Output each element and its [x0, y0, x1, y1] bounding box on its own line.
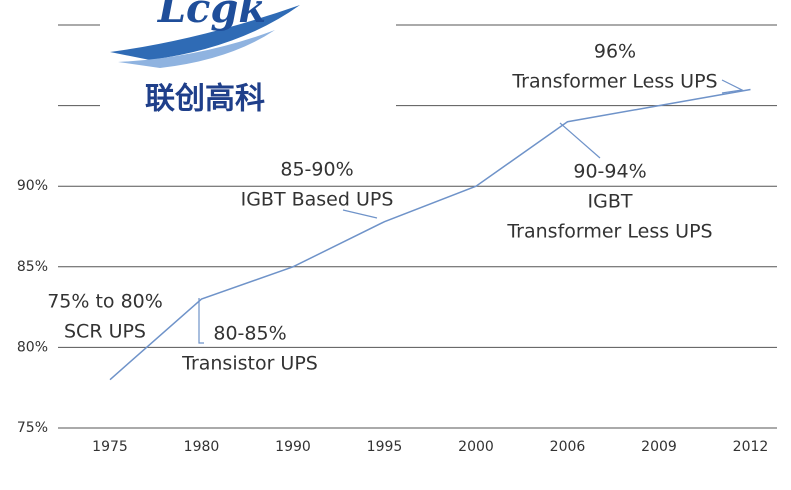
leader-line [198, 298, 204, 344]
x-tick-label: 2000 [458, 439, 494, 455]
line [109, 88, 751, 381]
leaders [198, 79, 744, 344]
annotation: Transformer Less UPS [511, 71, 717, 93]
annotation: 75% to 80% [47, 291, 163, 313]
leader-line [559, 122, 601, 159]
annotation: 96% [594, 41, 636, 63]
annotation: 90-94% [573, 161, 646, 183]
y-tick-label: 85% [17, 259, 48, 275]
x-tick-label: 2009 [641, 439, 677, 455]
logo-text: Lcgk [157, 0, 266, 32]
annotation: SCR UPS [64, 321, 146, 343]
annotation: IGBT Based UPS [241, 189, 394, 211]
y-tick-label: 75% [17, 420, 48, 436]
x-tick-label: 1995 [367, 439, 403, 455]
y-tick-label: 80% [17, 339, 48, 355]
logo-subtitle: 联创高科 [145, 82, 265, 117]
annotation: 80-85% [213, 323, 286, 345]
y-tick-label: 90% [17, 178, 48, 194]
logo: Lcgk 联创高科 [100, 0, 396, 130]
x-tick-label: 1980 [184, 439, 220, 455]
annotation: Transistor UPS [181, 353, 318, 375]
logo-swoosh [118, 30, 275, 68]
x-tick-label: 1975 [92, 439, 128, 455]
leader-line [721, 79, 744, 94]
logo-swoosh [110, 5, 300, 60]
annotation: Transformer Less UPS [506, 221, 712, 243]
leader-line [342, 209, 378, 219]
x-tick-label: 2012 [733, 439, 769, 455]
annotation: IGBT [588, 191, 633, 213]
annotation: 85-90% [280, 159, 353, 181]
x-tick-label: 2006 [550, 439, 586, 455]
x-tick-label: 1990 [275, 439, 311, 455]
